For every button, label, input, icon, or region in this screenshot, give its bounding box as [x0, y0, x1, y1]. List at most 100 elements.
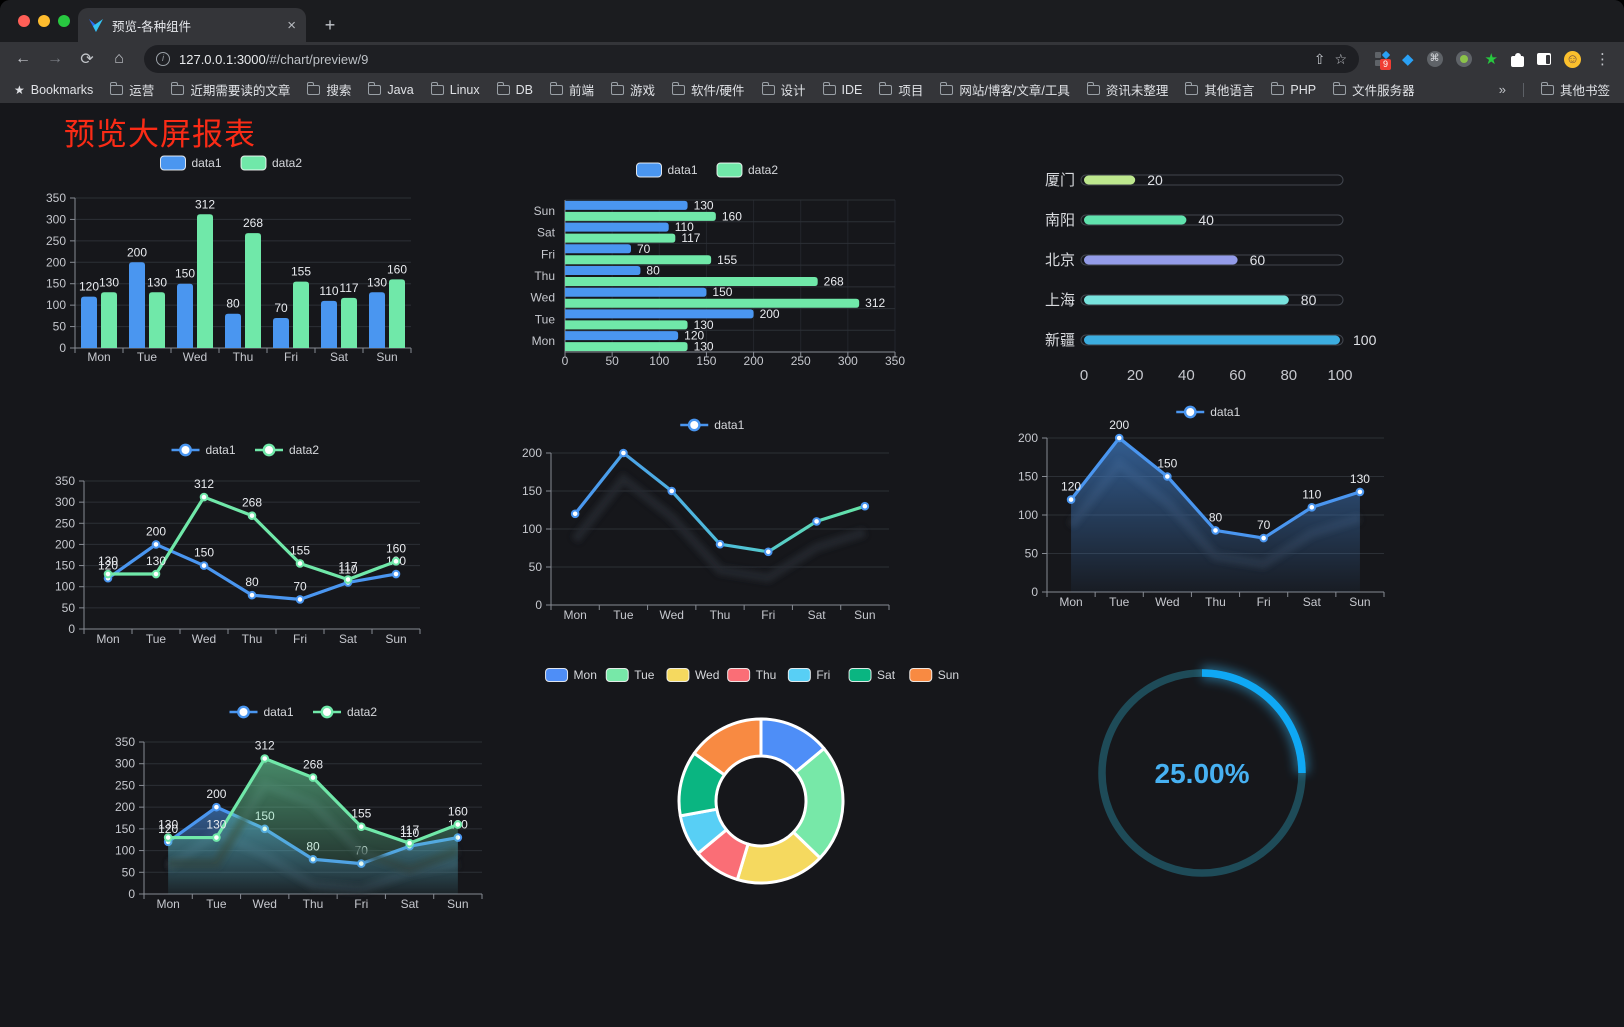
bookmark-folder[interactable]: 游戏 — [611, 80, 655, 99]
svg-text:120: 120 — [1061, 480, 1081, 494]
bookmark-folder[interactable]: Linux — [430, 80, 480, 99]
legend-item-Wed[interactable]: Wed — [666, 668, 719, 682]
page-info-icon[interactable]: i — [156, 52, 170, 66]
bookmark-folder-label: 项目 — [898, 84, 924, 98]
svg-text:130: 130 — [367, 275, 387, 289]
folder-icon — [611, 81, 625, 95]
svg-text:100: 100 — [522, 522, 542, 536]
svg-text:150: 150 — [522, 484, 542, 498]
svg-text:Sat: Sat — [339, 632, 358, 646]
bookmark-folder[interactable]: 软件/硬件 — [672, 80, 745, 99]
legend-item-Sat[interactable]: Sat — [848, 668, 896, 682]
svg-text:60: 60 — [1250, 252, 1266, 268]
share-icon[interactable]: ⇧ — [1313, 50, 1326, 67]
close-window-button[interactable] — [18, 15, 30, 27]
other-bookmarks-folder[interactable]: 其他书签 — [1540, 80, 1610, 99]
bar-data2-Fri — [293, 281, 309, 348]
bookmark-folder-label: DB — [515, 82, 534, 97]
chart-legend[interactable]: data1 — [680, 418, 745, 432]
bookmark-folder[interactable]: IDE — [822, 80, 862, 99]
bookmark-folder[interactable]: Java — [368, 80, 414, 99]
bookmark-folder[interactable]: DB — [496, 80, 534, 99]
svg-text:250: 250 — [791, 354, 811, 368]
legend-item-data1[interactable]: data1 — [171, 443, 236, 457]
chart-legend[interactable]: data1 data2 — [171, 443, 320, 457]
svg-text:110: 110 — [1302, 487, 1321, 501]
bookmark-folder[interactable]: 其他语言 — [1185, 80, 1254, 99]
svg-text:Mon: Mon — [156, 897, 179, 911]
chart-legend[interactable]: Mon Tue Wed Thu Fri Sat Sun — [545, 668, 960, 682]
bookmarks-overflow-icon[interactable]: » — [1498, 82, 1506, 97]
bookmark-folder[interactable]: 设计 — [761, 80, 806, 99]
new-tab-button[interactable]: + — [324, 15, 336, 35]
extension-grid-icon[interactable]: 9 — [1375, 50, 1392, 70]
bookmark-folder[interactable]: 网站/博客/文章/工具 — [940, 80, 1070, 99]
chart-legend[interactable]: data1 data2 — [160, 155, 303, 171]
bookmark-folder[interactable]: 近期需要读的文章 — [171, 80, 290, 99]
legend-item-data1[interactable]: data1 — [1176, 405, 1241, 419]
chart-legend[interactable]: data1 data2 — [636, 162, 779, 178]
legend-item-data2[interactable]: data2 — [313, 705, 377, 719]
url-text[interactable]: 127.0.0.1:3000/#/chart/preview/9 — [179, 52, 1305, 67]
pie-slice-Sun[interactable] — [692, 717, 763, 777]
legend-item-data2[interactable]: data2 — [716, 162, 778, 178]
bookmarks-root[interactable]: ★ Bookmarks — [14, 83, 93, 97]
extensions-puzzle-icon[interactable] — [1511, 52, 1524, 67]
forward-icon[interactable]: → — [47, 50, 63, 67]
bookmark-folder[interactable]: 项目 — [879, 80, 923, 99]
minimize-window-button[interactable] — [38, 15, 50, 27]
bookmark-folder[interactable]: 资讯未整理 — [1086, 80, 1168, 99]
marker-data2-Wed — [199, 492, 209, 502]
address-bar[interactable]: i 127.0.0.1:3000/#/chart/preview/9 ⇧ ☆ — [144, 45, 1359, 73]
browser-toolbar: ← → ⟳ ⌂ i 127.0.0.1:3000/#/chart/preview… — [0, 42, 1624, 76]
extension-command-icon[interactable]: ⌘ — [1426, 51, 1443, 67]
bookmark-folder-label: Linux — [449, 82, 480, 97]
page-title: 预览大屏报表 — [64, 117, 256, 152]
chart-line-two-series: data1 data2 0 50 100 150 200 250 300 350 Mon Tue Wed… — [55, 443, 421, 646]
chart-legend[interactable]: data1 data2 — [229, 705, 378, 719]
bookmark-star-icon[interactable]: ☆ — [1334, 50, 1347, 67]
legend-item-data1[interactable]: data1 — [229, 705, 294, 719]
svg-text:80: 80 — [646, 264, 660, 278]
chart-legend[interactable]: data1 — [1176, 405, 1241, 419]
gauge-progress-arc — [1201, 669, 1306, 774]
bookmark-folder[interactable]: 文件服务器 — [1333, 80, 1415, 99]
tab-close-icon[interactable]: × — [287, 16, 296, 34]
svg-text:Fri: Fri — [354, 897, 368, 911]
legend-item-Fri[interactable]: Fri — [787, 668, 830, 682]
reload-icon[interactable]: ⟳ — [80, 51, 94, 68]
side-panel-icon[interactable] — [1537, 53, 1551, 65]
svg-text:300: 300 — [46, 212, 66, 226]
browser-menu-icon[interactable]: ⋮ — [1595, 51, 1610, 68]
legend-item-Sun[interactable]: Sun — [909, 668, 959, 682]
legend-item-data2[interactable]: data2 — [240, 155, 302, 171]
extension-star-icon[interactable]: ★ — [1484, 51, 1498, 68]
extension-gem-icon[interactable]: ◆ — [1402, 51, 1414, 68]
legend-item-data2[interactable]: data2 — [255, 443, 319, 457]
bookmark-folder[interactable]: 前端 — [550, 80, 594, 99]
chart-progress-bars: 厦门 20 南阳 40 北京 60 上海 80 新疆 100 0 20 40 60 80 100 — [1045, 172, 1377, 384]
bookmark-folder[interactable]: 运营 — [110, 80, 154, 99]
legend-item-data1[interactable]: data1 — [160, 155, 222, 171]
legend-item-data1[interactable]: data1 — [636, 162, 698, 178]
browser-tab[interactable]: 预览-各种组件 × — [78, 8, 306, 42]
extension-badge: 9 — [1380, 59, 1392, 70]
svg-text:南阳: 南阳 — [1045, 212, 1075, 229]
back-icon[interactable]: ← — [15, 50, 31, 67]
bookmarks-label: Bookmarks — [30, 82, 94, 97]
legend-item-Mon[interactable]: Mon — [545, 668, 597, 682]
profile-avatar[interactable]: ☺ — [1564, 50, 1581, 68]
svg-text:Wed: Wed — [1155, 595, 1179, 609]
marker-data2-Wed — [260, 754, 270, 763]
svg-text:Sun: Sun — [385, 632, 406, 646]
bookmark-folder[interactable]: PHP — [1271, 80, 1316, 99]
extension-record-icon[interactable] — [1455, 51, 1472, 67]
legend-item-Tue[interactable]: Tue — [605, 668, 655, 682]
legend-item-data1[interactable]: data1 — [680, 418, 745, 432]
bar-data1-Sat — [321, 300, 337, 348]
svg-text:117: 117 — [338, 560, 357, 574]
zoom-window-button[interactable] — [58, 15, 70, 27]
bookmark-folder[interactable]: 搜索 — [307, 80, 351, 99]
home-icon[interactable]: ⌂ — [114, 50, 124, 67]
legend-item-Thu[interactable]: Thu — [727, 668, 777, 682]
